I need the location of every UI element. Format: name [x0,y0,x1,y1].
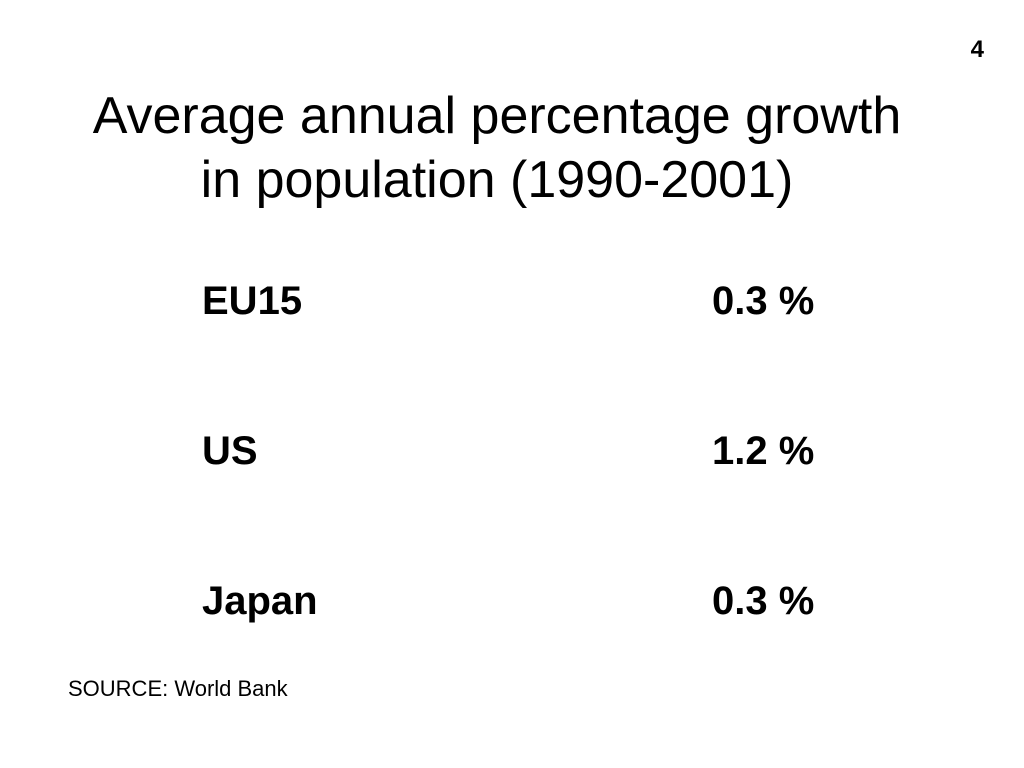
growth-value: 0.3 % [712,279,815,323]
slide-title-line-2: in population (1990-2001) [200,151,794,209]
growth-row: EU15 0.3 % [0,277,1024,325]
growth-row: US 1.2 % [0,427,1024,475]
slide-number: 4 [970,36,984,63]
growth-value: 0.3 % [712,579,815,623]
growth-value: 1.2 % [712,429,815,473]
region-label: EU15 [202,279,303,323]
source-note: SOURCE: World Bank [68,676,288,701]
slide-title-line-1: Average annual percentage growth [92,87,902,145]
slide-title: Average annual percentage growth in popu… [0,84,994,212]
region-label: Japan [202,579,318,623]
growth-row: Japan 0.3 % [0,577,1024,625]
region-label: US [202,429,258,473]
